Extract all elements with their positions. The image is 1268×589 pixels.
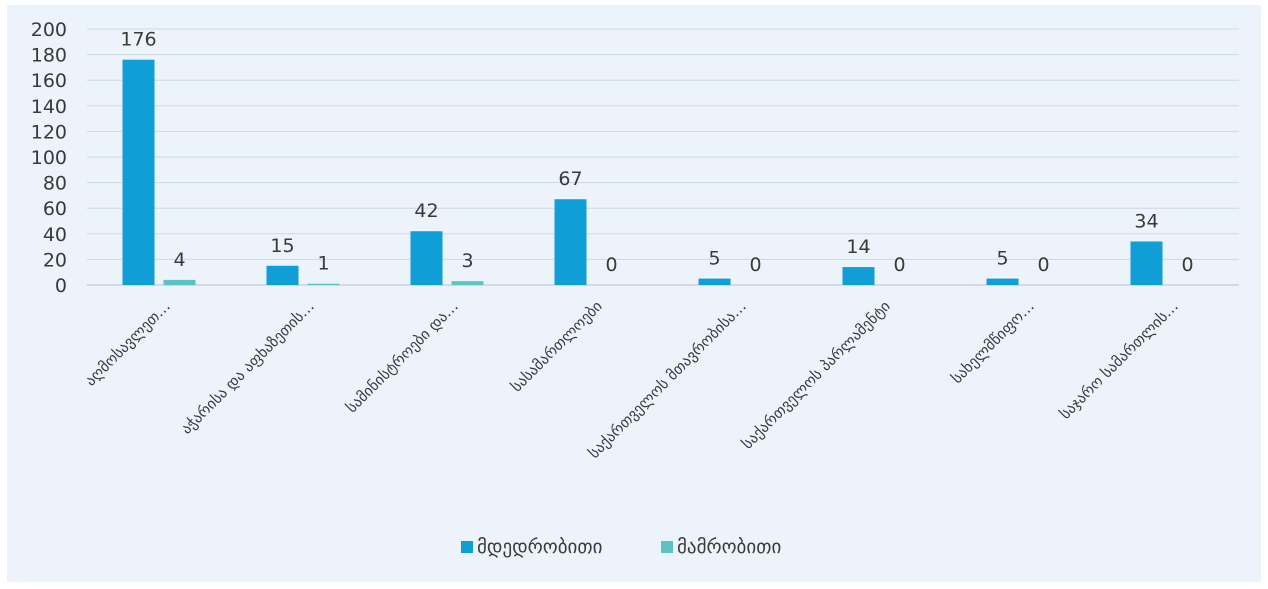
gridlines bbox=[87, 28, 1239, 286]
bar-series1 bbox=[698, 278, 731, 285]
bars bbox=[122, 59, 1163, 285]
data-label: 14 bbox=[846, 236, 870, 258]
bar-series1 bbox=[266, 265, 299, 285]
data-labels: 176 4 15 1 42 3 67 0 5 0 14 0 5 0 34 0 bbox=[120, 29, 1193, 276]
bar-series1 bbox=[410, 231, 443, 285]
bar-series1 bbox=[122, 59, 155, 285]
bar-series1 bbox=[842, 267, 875, 285]
bar-series1 bbox=[1130, 241, 1163, 285]
y-tick-label: 20 bbox=[43, 249, 67, 271]
x-tick-label: აჭარისა და აფხაზეთის… bbox=[177, 297, 318, 438]
y-tick-label: 200 bbox=[31, 19, 67, 41]
y-axis-ticks: 0 20 40 60 80 100 120 140 160 180 200 bbox=[31, 19, 67, 297]
legend: მდედრობითი მამრობითი bbox=[461, 536, 781, 558]
y-tick-label: 60 bbox=[43, 198, 67, 220]
data-label: 0 bbox=[749, 254, 761, 276]
data-label: 3 bbox=[461, 250, 473, 272]
data-label: 67 bbox=[558, 168, 582, 190]
data-label: 34 bbox=[1134, 210, 1158, 232]
bar-series2 bbox=[307, 283, 340, 285]
y-tick-label: 0 bbox=[55, 275, 67, 297]
x-tick-label: საქართველოს მთავრობისა… bbox=[585, 297, 750, 462]
x-tick-label: სამინისტროები და… bbox=[342, 297, 461, 416]
data-label: 5 bbox=[996, 248, 1008, 270]
x-tick-label: აღმოსავლეთ… bbox=[81, 297, 173, 389]
data-label: 0 bbox=[893, 254, 905, 276]
data-label: 1 bbox=[317, 253, 329, 275]
data-label: 176 bbox=[120, 29, 156, 51]
data-label: 5 bbox=[708, 248, 720, 270]
y-tick-label: 120 bbox=[31, 121, 67, 143]
data-label: 15 bbox=[270, 235, 294, 257]
legend-swatch bbox=[461, 541, 473, 553]
data-label: 4 bbox=[173, 249, 185, 271]
y-tick-label: 80 bbox=[43, 173, 67, 195]
bar-series1 bbox=[554, 199, 587, 285]
x-tick-label: სახელმწიფო… bbox=[948, 297, 1038, 387]
data-label: 42 bbox=[414, 200, 438, 222]
y-tick-label: 40 bbox=[43, 224, 67, 246]
data-label: 0 bbox=[1181, 254, 1193, 276]
legend-label: მამრობითი bbox=[677, 536, 781, 558]
bar-series1 bbox=[986, 278, 1019, 285]
data-label: 0 bbox=[1037, 254, 1049, 276]
chart-area: 176 4 15 1 42 3 67 0 5 0 14 0 5 0 34 0 0 20 40 60 80 100 120 1… bbox=[7, 5, 1261, 582]
y-tick-label: 100 bbox=[31, 147, 67, 169]
x-tick-label: საჯარო სამართლის… bbox=[1056, 297, 1182, 423]
data-label: 0 bbox=[605, 254, 617, 276]
y-tick-label: 180 bbox=[31, 45, 67, 67]
y-tick-label: 160 bbox=[31, 70, 67, 92]
x-tick-label: საქართველოს პარლამენტი bbox=[738, 297, 894, 453]
x-axis-ticks: აღმოსავლეთ… აჭარისა და აფხაზეთის… სამინისტ… bbox=[81, 297, 1181, 462]
bar-series2 bbox=[451, 281, 484, 285]
bar-series2 bbox=[163, 279, 196, 285]
legend-swatch bbox=[661, 541, 673, 553]
legend-label: მდედრობითი bbox=[477, 536, 602, 558]
y-tick-label: 140 bbox=[31, 96, 67, 118]
x-tick-label: სასამართლოები bbox=[507, 297, 606, 396]
